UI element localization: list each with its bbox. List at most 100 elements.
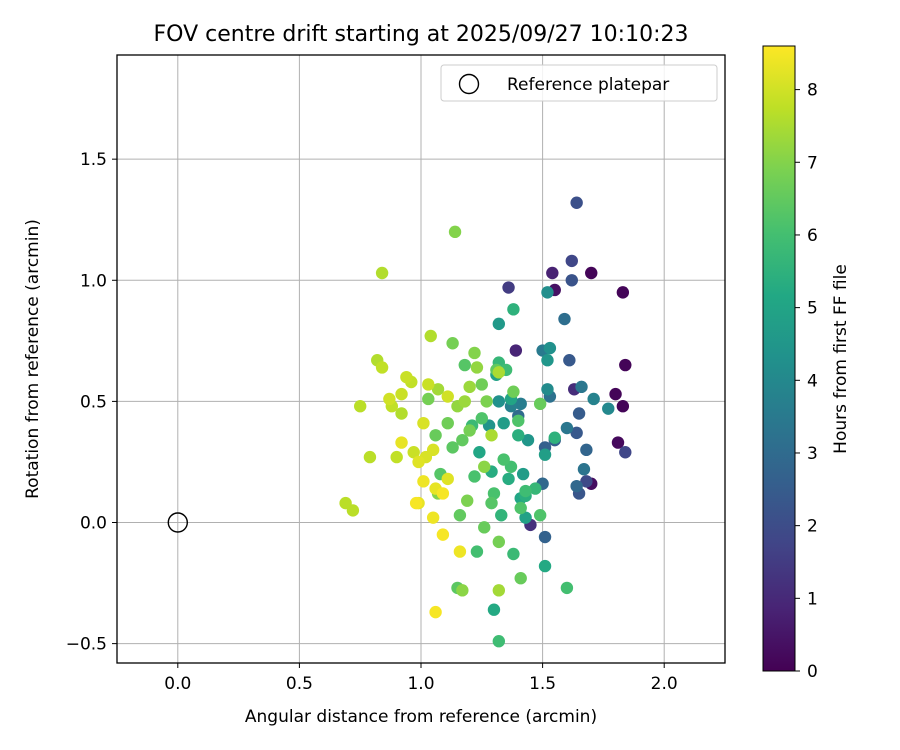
data-point-63 [495,509,508,522]
colorbar-tick-label: 3 [807,444,818,464]
data-point-146 [409,496,423,510]
data-point-123 [390,450,403,464]
data-point-14 [619,446,632,459]
data-point-118 [395,407,408,420]
data-point-137 [441,472,454,486]
data-point-96 [492,535,506,549]
data-point-95 [441,416,454,430]
x-tick-label: 1.0 [407,674,434,694]
data-point-88 [453,509,467,522]
data-point-90 [514,572,527,585]
data-point-74 [497,453,510,466]
data-point-37 [587,392,600,406]
data-point-2 [619,358,632,372]
data-point-92 [478,521,491,534]
data-point-108 [470,361,484,374]
data-point-104 [468,346,481,360]
data-point-61 [507,303,520,316]
data-point-133 [417,416,430,430]
colorbar-tick-label: 4 [807,371,818,391]
data-point-29 [558,312,571,326]
data-point-42 [492,395,506,408]
data-point-53 [473,446,486,459]
y-axis-ticks: −0.5 0.0 0.5 1.0 1.5 [66,150,117,655]
data-point-66 [507,547,520,561]
data-point-44 [521,433,535,447]
data-point-78 [533,509,547,522]
y-tick-label: 0.5 [80,392,107,412]
data-point-99 [422,392,435,406]
data-point-1 [616,286,630,299]
reference-layer [167,512,189,533]
data-point-12 [502,281,515,294]
data-point-31 [577,463,591,476]
data-point-124 [375,361,389,374]
colorbar-gradient [762,45,796,672]
data-point-48 [497,416,510,430]
data-point-143 [453,545,467,558]
data-point-17 [565,274,578,287]
data-point-100 [461,494,474,507]
data-point-5 [611,436,625,449]
data-point-40 [541,286,554,299]
data-point-101 [480,395,493,408]
data-point-87 [456,433,469,447]
data-point-142 [426,511,440,524]
data-point-80 [514,501,527,515]
x-tick-label: 1.5 [529,674,556,694]
data-point-98 [446,337,459,350]
data-point-24 [538,530,552,544]
data-point-116 [424,329,437,343]
data-point-130 [422,378,435,391]
data-point-105 [456,584,469,597]
data-point-94 [507,385,520,398]
y-tick-label: 1.5 [80,150,107,170]
data-point-93 [475,378,488,391]
y-tick-label: 0.0 [80,514,107,534]
data-point-115 [375,266,389,280]
grid-lines [117,55,725,663]
data-point-19 [563,354,576,367]
legend-marker-circle-icon [458,73,480,95]
x-axis-label: Angular distance from reference (arcmin) [245,707,597,727]
data-point-8 [546,266,559,280]
data-point-0 [585,266,598,280]
legend-box [440,64,718,102]
data-point-112 [492,584,506,597]
colorbar-tick-label: 1 [807,589,818,609]
data-point-35 [514,397,527,411]
data-point-82 [485,496,498,510]
chart-title: FOV centre drift starting at 2025/09/27 … [154,22,689,47]
colorbar-tick-label: 6 [807,226,818,246]
y-axis-label: Rotation from reference (arcmin) [23,219,43,499]
data-point-109 [458,395,471,408]
data-point-21 [572,407,586,420]
data-point-121 [346,504,360,517]
colorbar-tick-label: 8 [807,81,818,101]
data-point-97 [463,424,476,437]
reference-platepar-marker [167,512,189,533]
data-point-49 [538,448,552,461]
data-point-141 [417,475,430,488]
data-point-132 [383,392,396,406]
data-point-91 [429,429,442,442]
data-point-114 [492,366,506,379]
data-point-16 [570,196,583,209]
data-point-129 [407,446,420,459]
data-point-41 [543,341,557,355]
data-point-57 [502,472,515,486]
colorbar-tick-label: 2 [807,517,818,537]
data-point-128 [400,370,413,384]
data-point-25 [580,443,593,457]
legend-entry-reference-platepar: Reference platepar [507,75,669,95]
data-point-77 [512,414,525,427]
data-point-55 [487,603,501,616]
data-point-62 [548,431,561,444]
data-point-46 [492,317,506,331]
data-point-138 [395,436,408,449]
data-point-50 [519,511,532,524]
data-point-59 [512,429,525,442]
data-point-70 [519,484,532,498]
y-tick-label: −0.5 [66,635,107,655]
